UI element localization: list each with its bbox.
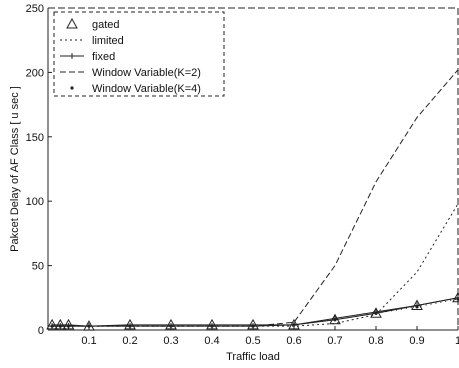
series-5-point: [333, 318, 337, 322]
x-tick-label: 0.1: [81, 335, 96, 347]
legend-label-2: limited: [92, 35, 124, 47]
series-5-point: [169, 324, 173, 328]
legend-label-5: Window Variable(K=4): [92, 83, 201, 95]
x-tick-label: 1: [455, 335, 459, 347]
x-tick-label: 0.4: [204, 335, 219, 347]
series-5-point: [50, 324, 54, 328]
x-tick-label: 0.3: [163, 335, 178, 347]
series-line-3: [52, 297, 459, 327]
series-5-point: [292, 323, 296, 327]
series-line-5: [52, 298, 459, 327]
x-tick-label: 0.7: [327, 335, 342, 347]
legend-marker-5: [70, 86, 74, 90]
legend-label-1: gated: [92, 19, 120, 31]
x-tick-label: 0.6: [286, 335, 301, 347]
legend-label-3: fixed: [92, 51, 115, 63]
series-5-point: [87, 324, 91, 328]
series-5-point: [128, 324, 132, 328]
legend-marker-3: [69, 53, 75, 59]
y-tick-label: 0: [38, 325, 44, 337]
x-tick-label: 0.8: [368, 335, 383, 347]
x-tick-label: 0.9: [409, 335, 424, 347]
x-tick-label: 0.2: [122, 335, 137, 347]
y-axis-label: Pakcet Delay of AF Class [ u sec ]: [9, 86, 21, 252]
series-5-point: [251, 324, 255, 328]
series-5-point: [210, 324, 214, 328]
legend-marker-1: [66, 17, 78, 29]
series-5-point: [374, 311, 378, 315]
series-5-point: [66, 324, 71, 328]
y-tick-label: 250: [26, 3, 44, 15]
y-tick-label: 150: [26, 132, 44, 144]
series-line-1: [52, 297, 459, 327]
legend-label-4: Window Variable(K=2): [92, 67, 201, 79]
y-tick-label: 200: [26, 67, 44, 79]
series-5-point: [415, 305, 419, 309]
series-line-2: [52, 203, 459, 327]
x-tick-label: 0.5: [245, 335, 260, 347]
series-5-point: [456, 297, 459, 301]
y-tick-label: 50: [32, 261, 44, 273]
legend-box: [53, 11, 225, 97]
series-5-point: [58, 324, 62, 328]
x-axis-label: Traffic load: [226, 351, 280, 363]
series-line-4: [52, 69, 459, 327]
y-tick-label: 100: [26, 196, 44, 208]
